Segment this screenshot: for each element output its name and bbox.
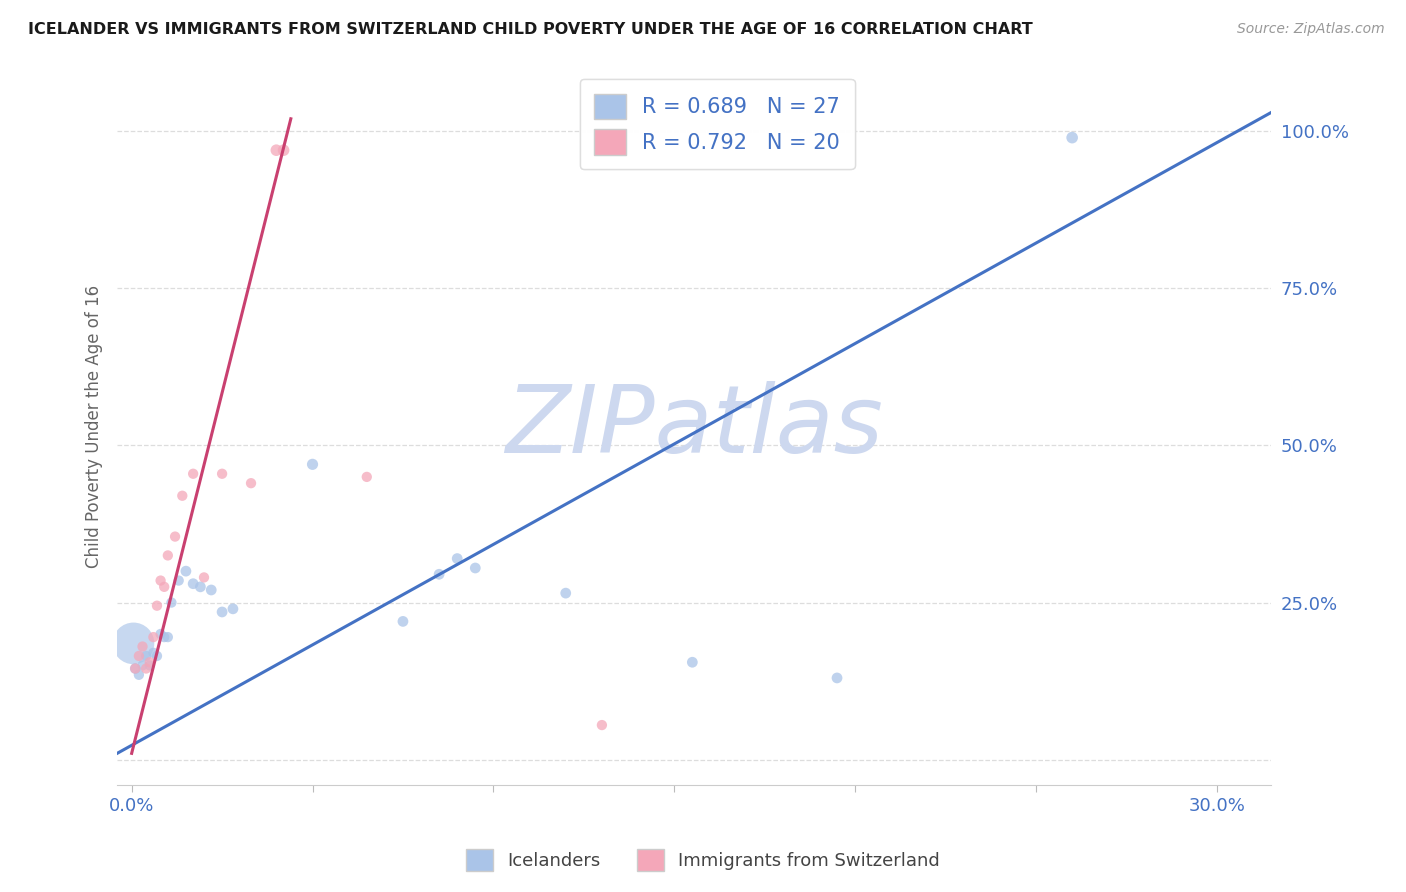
Point xyxy=(160,596,183,610)
Point xyxy=(181,576,204,591)
Point xyxy=(139,655,162,669)
Point xyxy=(174,564,197,578)
Point xyxy=(128,648,150,663)
Point xyxy=(266,143,288,157)
Point xyxy=(128,668,150,682)
Text: Source: ZipAtlas.com: Source: ZipAtlas.com xyxy=(1237,22,1385,37)
Point xyxy=(131,658,153,673)
Point xyxy=(156,630,179,644)
Point xyxy=(172,489,194,503)
Point xyxy=(211,467,233,481)
Point xyxy=(146,599,169,613)
Text: ZIPatlas: ZIPatlas xyxy=(505,381,883,472)
Text: ICELANDER VS IMMIGRANTS FROM SWITZERLAND CHILD POVERTY UNDER THE AGE OF 16 CORRE: ICELANDER VS IMMIGRANTS FROM SWITZERLAND… xyxy=(28,22,1033,37)
Point xyxy=(135,648,157,663)
Point xyxy=(181,467,204,481)
Point xyxy=(464,561,486,575)
Point xyxy=(681,655,703,669)
Point xyxy=(193,570,215,584)
Point xyxy=(356,470,378,484)
Point xyxy=(211,605,233,619)
Point xyxy=(146,648,169,663)
Point xyxy=(153,580,176,594)
Point xyxy=(392,615,415,629)
Point xyxy=(591,718,613,732)
Point xyxy=(135,661,157,675)
Point xyxy=(142,646,165,660)
Point xyxy=(1062,130,1084,145)
Point xyxy=(139,658,162,673)
Point xyxy=(124,661,146,675)
Point xyxy=(149,574,172,588)
Point xyxy=(190,580,212,594)
Point xyxy=(167,574,190,588)
Y-axis label: Child Poverty Under the Age of 16: Child Poverty Under the Age of 16 xyxy=(86,285,103,568)
Point xyxy=(222,602,245,616)
Point xyxy=(427,567,450,582)
Point xyxy=(149,627,172,641)
Point xyxy=(240,476,263,491)
Point xyxy=(446,551,468,566)
Point xyxy=(825,671,848,685)
Point xyxy=(273,143,295,157)
Legend: R = 0.689   N = 27, R = 0.792   N = 20: R = 0.689 N = 27, R = 0.792 N = 20 xyxy=(579,78,855,169)
Point xyxy=(165,530,187,544)
Point xyxy=(301,458,323,472)
Point xyxy=(122,636,145,650)
Point xyxy=(156,549,179,563)
Point xyxy=(200,582,222,597)
Legend: Icelanders, Immigrants from Switzerland: Icelanders, Immigrants from Switzerland xyxy=(458,842,948,879)
Point xyxy=(153,630,176,644)
Point xyxy=(131,640,153,654)
Point xyxy=(124,661,146,675)
Point xyxy=(554,586,576,600)
Point xyxy=(142,630,165,644)
